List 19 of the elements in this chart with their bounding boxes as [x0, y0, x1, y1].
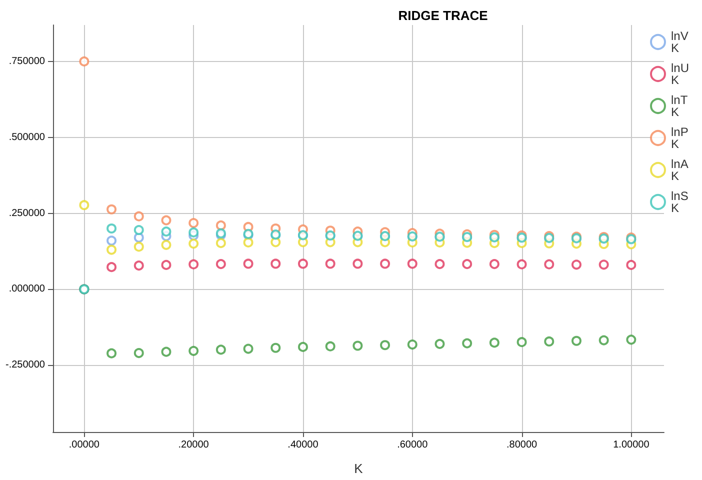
x-axis-title: K [354, 461, 364, 476]
y-tick-label: .000000 [8, 284, 46, 295]
legend-label: lnU K [671, 61, 692, 87]
x-tick-label: 1.00000 [613, 440, 650, 450]
legend-label: lnT K [671, 93, 691, 119]
y-tick-label: .500000 [8, 132, 46, 143]
legend-label: lnA K [671, 157, 692, 183]
x-tick-label: .40000 [288, 440, 319, 450]
x-tick-label: .80000 [506, 440, 538, 450]
legend-label: lnS K [671, 189, 692, 215]
y-tick-label: .750000 [8, 56, 46, 67]
x-tick-label: .20000 [178, 440, 210, 450]
x-tick-label: .00000 [68, 440, 100, 450]
x-tick-label: .60000 [397, 440, 428, 450]
chart-title: RIDGE TRACE [398, 8, 488, 23]
y-tick-label: -.250000 [6, 360, 46, 371]
y-tick-label: .250000 [8, 208, 46, 219]
legend-label: lnV K [671, 29, 692, 55]
legend-label: lnP K [671, 125, 692, 151]
